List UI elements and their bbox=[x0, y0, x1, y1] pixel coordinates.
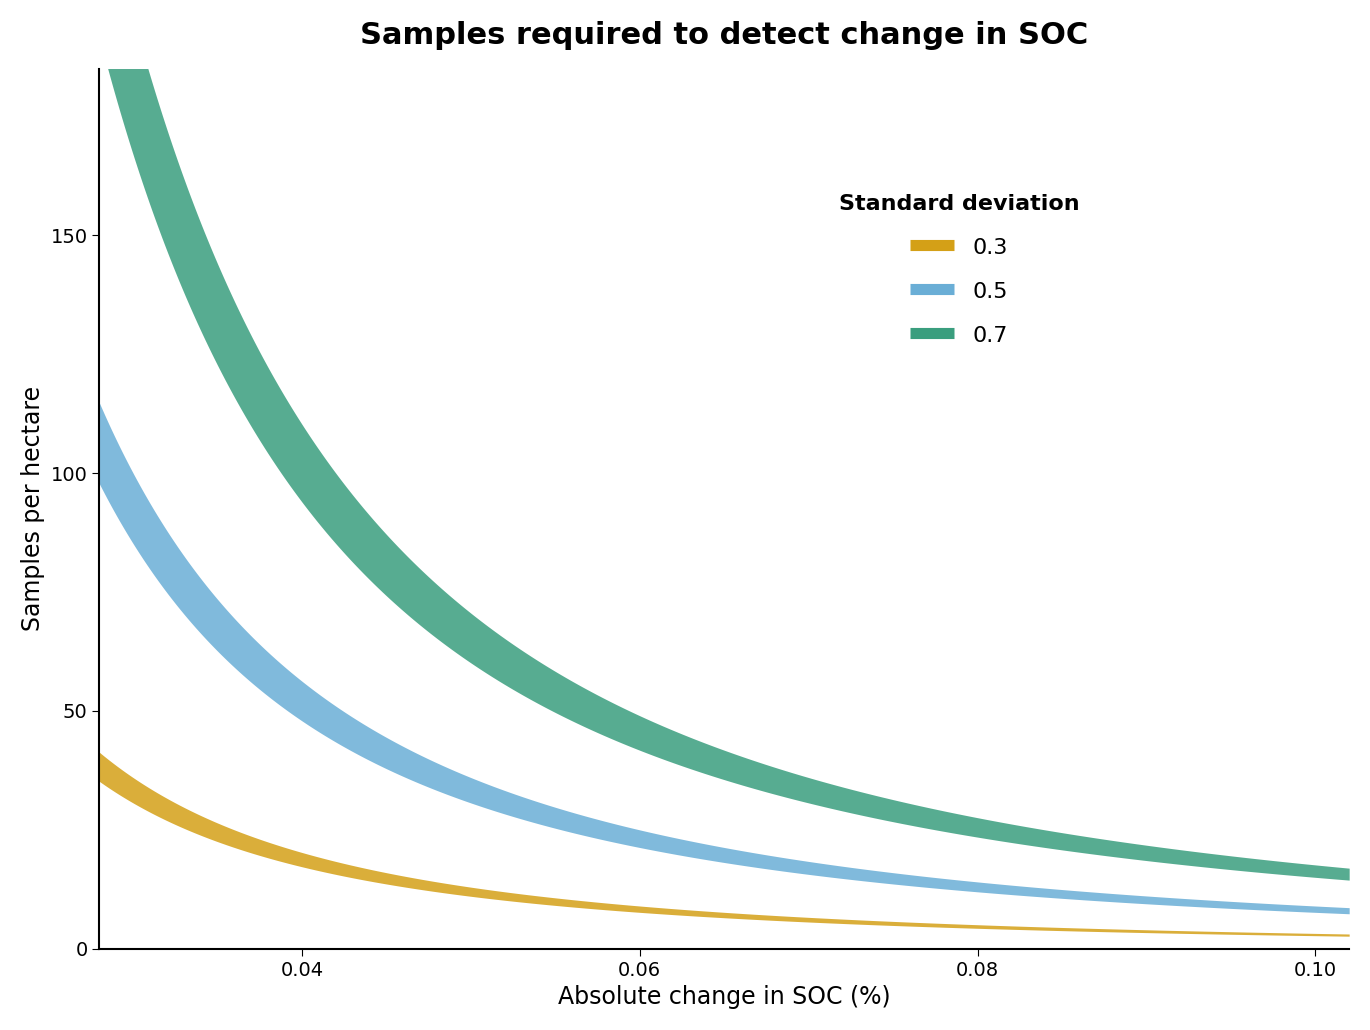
X-axis label: Absolute change in SOC (%): Absolute change in SOC (%) bbox=[558, 985, 890, 1009]
Y-axis label: Samples per hectare: Samples per hectare bbox=[21, 386, 45, 631]
Title: Samples required to detect change in SOC: Samples required to detect change in SOC bbox=[360, 21, 1088, 49]
Legend: 0.3, 0.5, 0.7: 0.3, 0.5, 0.7 bbox=[830, 185, 1088, 354]
